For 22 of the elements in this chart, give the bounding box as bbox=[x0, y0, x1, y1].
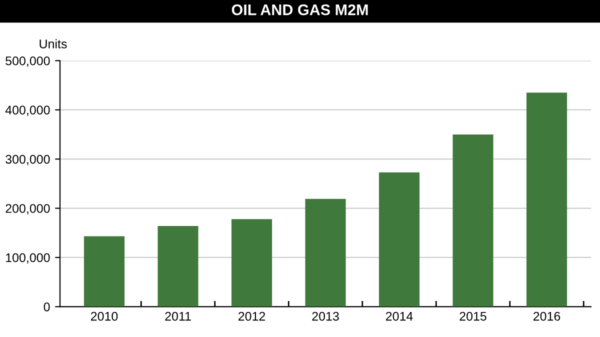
y-tick-label: 200,000 bbox=[6, 204, 50, 214]
x-tick-label: 2014 bbox=[386, 312, 413, 321]
y-tick-label: 300,000 bbox=[6, 154, 50, 166]
bar bbox=[84, 236, 125, 307]
bar bbox=[231, 219, 272, 307]
x-tick-label: 2011 bbox=[165, 312, 191, 321]
y-tick-label: 400,000 bbox=[5, 106, 50, 116]
bar bbox=[158, 226, 198, 307]
x-tick-label: 2013 bbox=[312, 312, 339, 321]
y-tick-label: 100,000 bbox=[6, 253, 50, 264]
bar bbox=[452, 134, 494, 307]
bar bbox=[305, 198, 346, 307]
chart-title: OIL AND GAS M2M bbox=[232, 4, 368, 16]
y-axis-title: Units bbox=[40, 39, 67, 48]
y-tick-label: 500,000 bbox=[6, 56, 50, 67]
x-tick-label: 2016 bbox=[533, 312, 560, 321]
x-tick-label: 2012 bbox=[238, 312, 266, 321]
bar bbox=[526, 92, 568, 307]
x-tick-label: 2015 bbox=[460, 312, 486, 321]
bar bbox=[378, 172, 420, 307]
x-tick-label: 2010 bbox=[90, 312, 118, 321]
y-tick-label: 0 bbox=[44, 302, 50, 312]
